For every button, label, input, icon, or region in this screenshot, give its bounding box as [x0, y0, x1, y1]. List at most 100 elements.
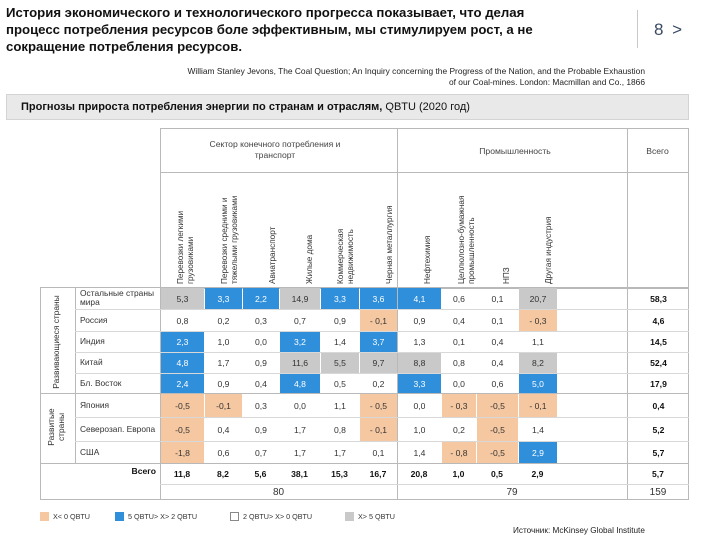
legend-swatch — [345, 512, 354, 521]
header-separator — [160, 172, 689, 173]
column-header: Коммерческая недвижимость — [336, 228, 355, 284]
row-group-developing: Развивающиеся страны — [51, 295, 61, 389]
data-cell: - 0,1 — [360, 418, 397, 441]
title-divider — [637, 10, 638, 48]
data-cell: 3,6 — [360, 288, 397, 309]
data-cell: 1,0 — [413, 424, 426, 435]
totals-cell: 0,5 — [491, 469, 503, 479]
column-header: Другая индустрия — [544, 216, 553, 284]
legend-swatch — [115, 512, 124, 521]
data-cell: - 0,5 — [360, 394, 397, 417]
quote-citation: William Stanley Jevons, The Coal Questio… — [187, 66, 645, 87]
data-cell: - 0,1 — [519, 394, 557, 417]
data-cell: 0,0 — [413, 400, 426, 411]
data-cell: 0,4 — [453, 315, 465, 326]
data-cell: 14,9 — [280, 288, 320, 309]
data-cell: -0,5 — [477, 442, 518, 463]
row-label: США — [80, 446, 100, 457]
row-label: Индия — [80, 336, 105, 346]
column-header: Авиатранспорт — [268, 226, 277, 284]
column-header: Целлюлозно-бумажная промышленность — [457, 195, 476, 284]
data-cell: 4,8 — [161, 353, 204, 373]
row-total-cell: 4,6 — [652, 315, 665, 326]
data-cell: 0,1 — [491, 293, 504, 304]
slide-title: История экономического и технологическог… — [6, 5, 533, 54]
data-cell: 1,4 — [532, 424, 544, 435]
group-total-industry: 79 — [506, 486, 518, 498]
totals-bottom-separator — [160, 484, 689, 485]
data-cell: -0,5 — [161, 394, 204, 417]
data-cell: 2,2 — [243, 288, 279, 309]
column-header: Жилые дома — [305, 234, 314, 284]
legend-label: 5 QBTU> X> 2 QBTU — [128, 512, 198, 521]
slide-number: 8 > — [654, 20, 685, 39]
group-label-separator — [75, 287, 76, 464]
source-note: Источник: McKinsey Global Institute — [513, 526, 645, 535]
data-cell: 8,2 — [519, 353, 557, 373]
row-separator — [75, 352, 689, 353]
data-cell: 0,4 — [491, 358, 504, 368]
subtitle-bold: Прогнозы прироста потребления энергии по… — [21, 101, 383, 113]
data-cell: - 0,3 — [519, 310, 557, 331]
row-label: Китай — [80, 357, 103, 367]
row-total-cell: 0,4 — [652, 400, 665, 411]
data-cell: 0,5 — [334, 378, 346, 389]
legend-label: X< 0 QBTU — [53, 512, 90, 521]
data-cell: -1,8 — [161, 442, 204, 463]
group-header-total: Всего — [646, 146, 669, 156]
group-separator — [40, 393, 689, 394]
data-cell: 0,7 — [255, 447, 267, 458]
legend-item: X< 0 QBTU — [40, 512, 90, 521]
row-total-cell: 17,9 — [650, 378, 667, 389]
data-cell: 0,8 — [176, 315, 189, 326]
legend-swatch — [40, 512, 49, 521]
data-cell: 1,4 — [334, 337, 346, 347]
totals-cell: 1,0 — [452, 469, 465, 479]
table-subtitle: Прогнозы прироста потребления энергии по… — [6, 94, 689, 120]
group-column-separator — [397, 287, 398, 500]
legend-label: 2 QBTU> X> 0 QBTU — [243, 512, 313, 521]
legend-item: 5 QBTU> X> 2 QBTU — [115, 512, 197, 521]
data-cell: 1,4 — [413, 447, 426, 458]
row-label: Бл. Восток — [80, 377, 122, 388]
row-total-cell: 52,4 — [650, 358, 667, 368]
data-cell: 0,9 — [413, 315, 426, 326]
data-cell: 3,7 — [360, 332, 397, 352]
data-cell: 11,6 — [280, 353, 320, 373]
data-cell: 0,3 — [255, 400, 267, 411]
totals-cell: 5,6 — [254, 469, 267, 479]
totals-cell: 5,7 — [652, 469, 664, 479]
column-header: Перевозки легкими грузовиками — [176, 210, 195, 284]
data-cell: 0,4 — [491, 337, 504, 347]
header-separator — [397, 128, 398, 289]
column-header: Нефтехимия — [423, 235, 432, 284]
row-total-cell: 14,5 — [650, 337, 667, 347]
data-cell: -0,5 — [477, 418, 518, 441]
row-separator — [75, 417, 689, 418]
data-cell: 2,9 — [519, 442, 557, 463]
column-header: Черная металлургия — [385, 205, 394, 284]
column-header: Перевозки средними и тяжелыми грузовикам… — [220, 195, 239, 284]
group-column-separator — [627, 287, 628, 500]
data-cell: 1,1 — [532, 337, 544, 347]
legend-item: X> 5 QBTU — [345, 512, 395, 521]
data-cell: 3,3 — [205, 288, 242, 309]
data-cell: 1,3 — [413, 337, 426, 347]
data-cell: 0,0 — [453, 378, 465, 389]
data-cell: 0,0 — [294, 400, 306, 411]
row-total-cell: 5,7 — [652, 447, 665, 458]
data-cell: 20,7 — [519, 288, 557, 309]
data-cell: 2,4 — [161, 374, 204, 393]
row-separator — [75, 373, 689, 374]
totals-row-label: Всего — [131, 466, 156, 476]
legend-swatch — [230, 512, 239, 521]
totals-cell: 38,1 — [291, 469, 308, 479]
data-cell: 0,1 — [453, 337, 465, 347]
totals-cell: 16,7 — [369, 469, 387, 479]
data-cell: 0,9 — [255, 358, 267, 368]
row-label: Северозап. Европа — [80, 423, 156, 434]
data-cell: 0,0 — [255, 337, 267, 347]
data-cell: -0,5 — [161, 418, 204, 441]
group-total-consumption: 80 — [272, 486, 285, 498]
data-cell: 9,7 — [360, 353, 397, 373]
